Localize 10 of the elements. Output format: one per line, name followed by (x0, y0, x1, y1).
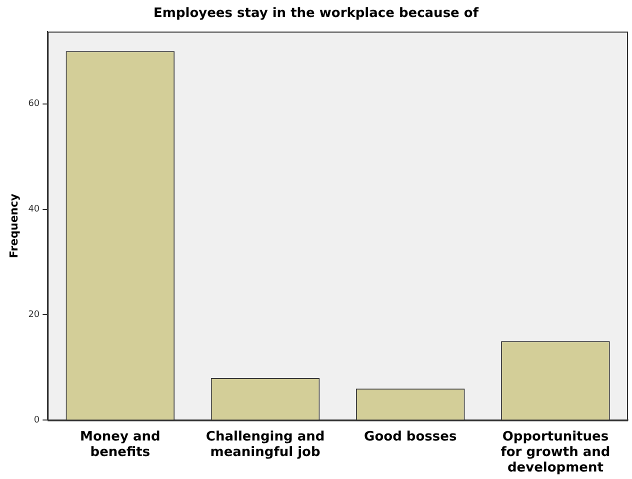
y-tick-label: 20 (28, 310, 40, 320)
y-tick-label: 60 (28, 99, 40, 110)
chart-title: Employees stay in the workplace because of (154, 6, 479, 22)
y-tick-label: 40 (28, 204, 40, 215)
x-tick-label: Good bosses (364, 429, 457, 444)
x-tick-label: Opportunitues for growth and development (500, 429, 610, 476)
y-axis-title: Frequency (7, 194, 20, 258)
y-tick-label: 0 (34, 416, 40, 426)
x-tick-label: Challenging and meaningful job (206, 429, 325, 460)
x-tick-label: Money and benefits (80, 429, 160, 460)
